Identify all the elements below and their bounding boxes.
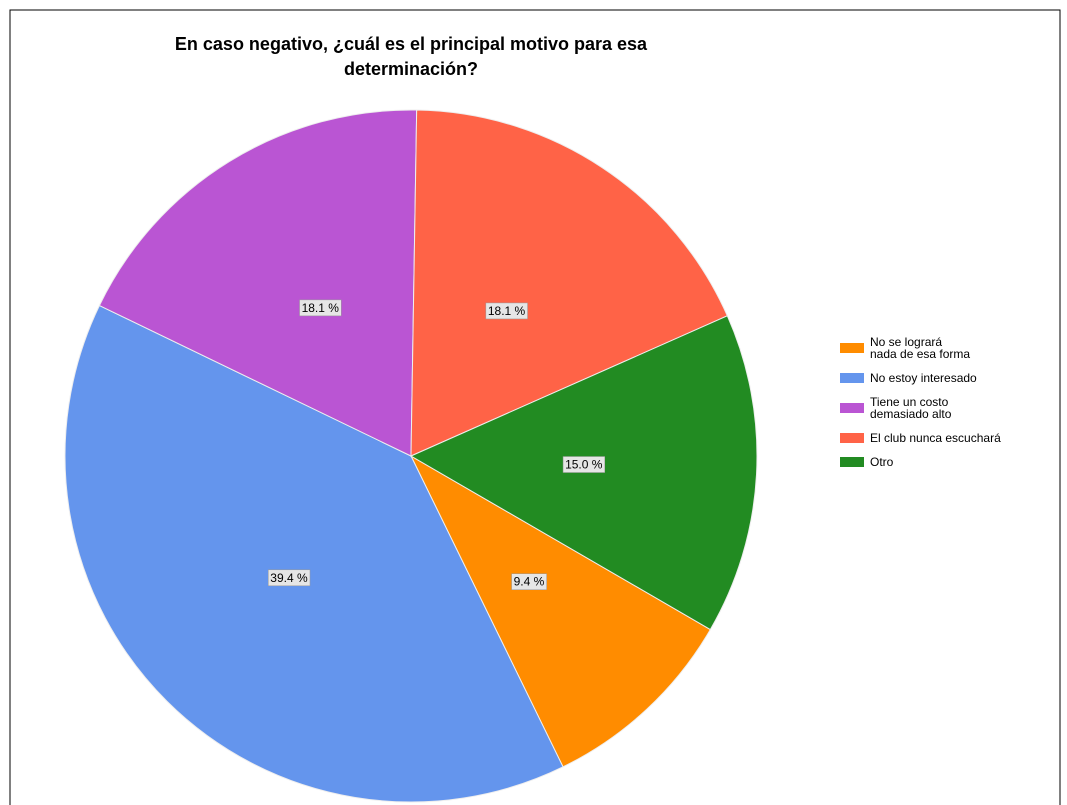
legend-label: El club nunca escuchará <box>870 431 1001 445</box>
data-label: 9.4 % <box>514 575 545 589</box>
pie-slice <box>410 109 728 457</box>
legend-swatch <box>840 433 864 443</box>
legend-item: No se logrará nada de esa forma <box>840 336 1001 360</box>
legend-item: No estoy interesado <box>840 372 1001 384</box>
pie-slice <box>409 454 712 768</box>
label-bg <box>268 569 311 587</box>
legend-swatch <box>840 343 864 353</box>
frame <box>9 9 1061 805</box>
chart-title: En caso negativo, ¿cuál es el principal … <box>174 34 648 79</box>
data-label: 18.1 % <box>488 304 526 318</box>
legend-swatch <box>840 403 864 413</box>
data-label: 15.0 % <box>565 458 603 472</box>
legend-swatch <box>840 457 864 467</box>
label-bg <box>299 299 342 317</box>
legend-label: Otro <box>870 455 894 469</box>
data-label: 18.1 % <box>302 301 340 315</box>
legend-swatch <box>840 373 864 383</box>
pie-slice <box>64 304 564 803</box>
legend-item: Otro <box>840 456 1001 468</box>
legend-item: El club nunca escuchará <box>840 432 1001 444</box>
legend: No se logrará nada de esa forma No estoy … <box>840 336 1001 468</box>
legend-label: No se logrará nada de esa forma <box>870 335 971 361</box>
label-bg <box>485 302 528 320</box>
label-bg <box>562 456 606 473</box>
legend-label: Tiene un costo demasiado alto <box>870 395 952 421</box>
data-label: 39.4 % <box>270 571 308 585</box>
pie-slice <box>98 109 418 457</box>
legend-label: No estoy interesado <box>870 371 977 385</box>
label-bg <box>511 573 547 590</box>
legend-item: Tiene un costo demasiado alto <box>840 396 1001 420</box>
